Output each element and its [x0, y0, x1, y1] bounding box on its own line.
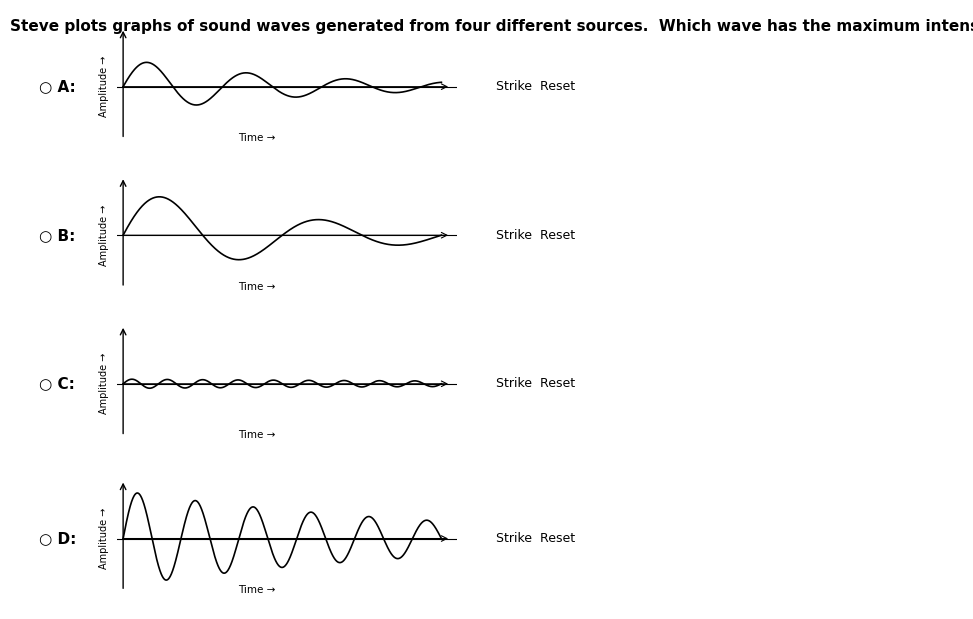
Text: Time →: Time → [238, 430, 275, 440]
Text: Amplitude →: Amplitude → [99, 204, 109, 266]
Text: Strike  Reset: Strike Reset [496, 377, 575, 391]
Text: ○ B:: ○ B: [39, 228, 75, 243]
Text: Time →: Time → [238, 282, 275, 292]
Text: Strike  Reset: Strike Reset [496, 80, 575, 93]
Text: Strike  Reset: Strike Reset [496, 532, 575, 545]
Text: Time →: Time → [238, 585, 275, 595]
Text: ○ C:: ○ C: [39, 376, 75, 391]
Text: Steve plots graphs of sound waves generated from four different sources.  Which : Steve plots graphs of sound waves genera… [10, 19, 973, 33]
Text: ○ D:: ○ D: [39, 531, 76, 546]
Text: Amplitude →: Amplitude → [99, 56, 109, 118]
Text: Strike  Reset: Strike Reset [496, 228, 575, 242]
Text: Time →: Time → [238, 133, 275, 143]
Text: Amplitude →: Amplitude → [99, 508, 109, 569]
Text: Amplitude →: Amplitude → [99, 353, 109, 415]
Text: ○ A:: ○ A: [39, 79, 76, 94]
